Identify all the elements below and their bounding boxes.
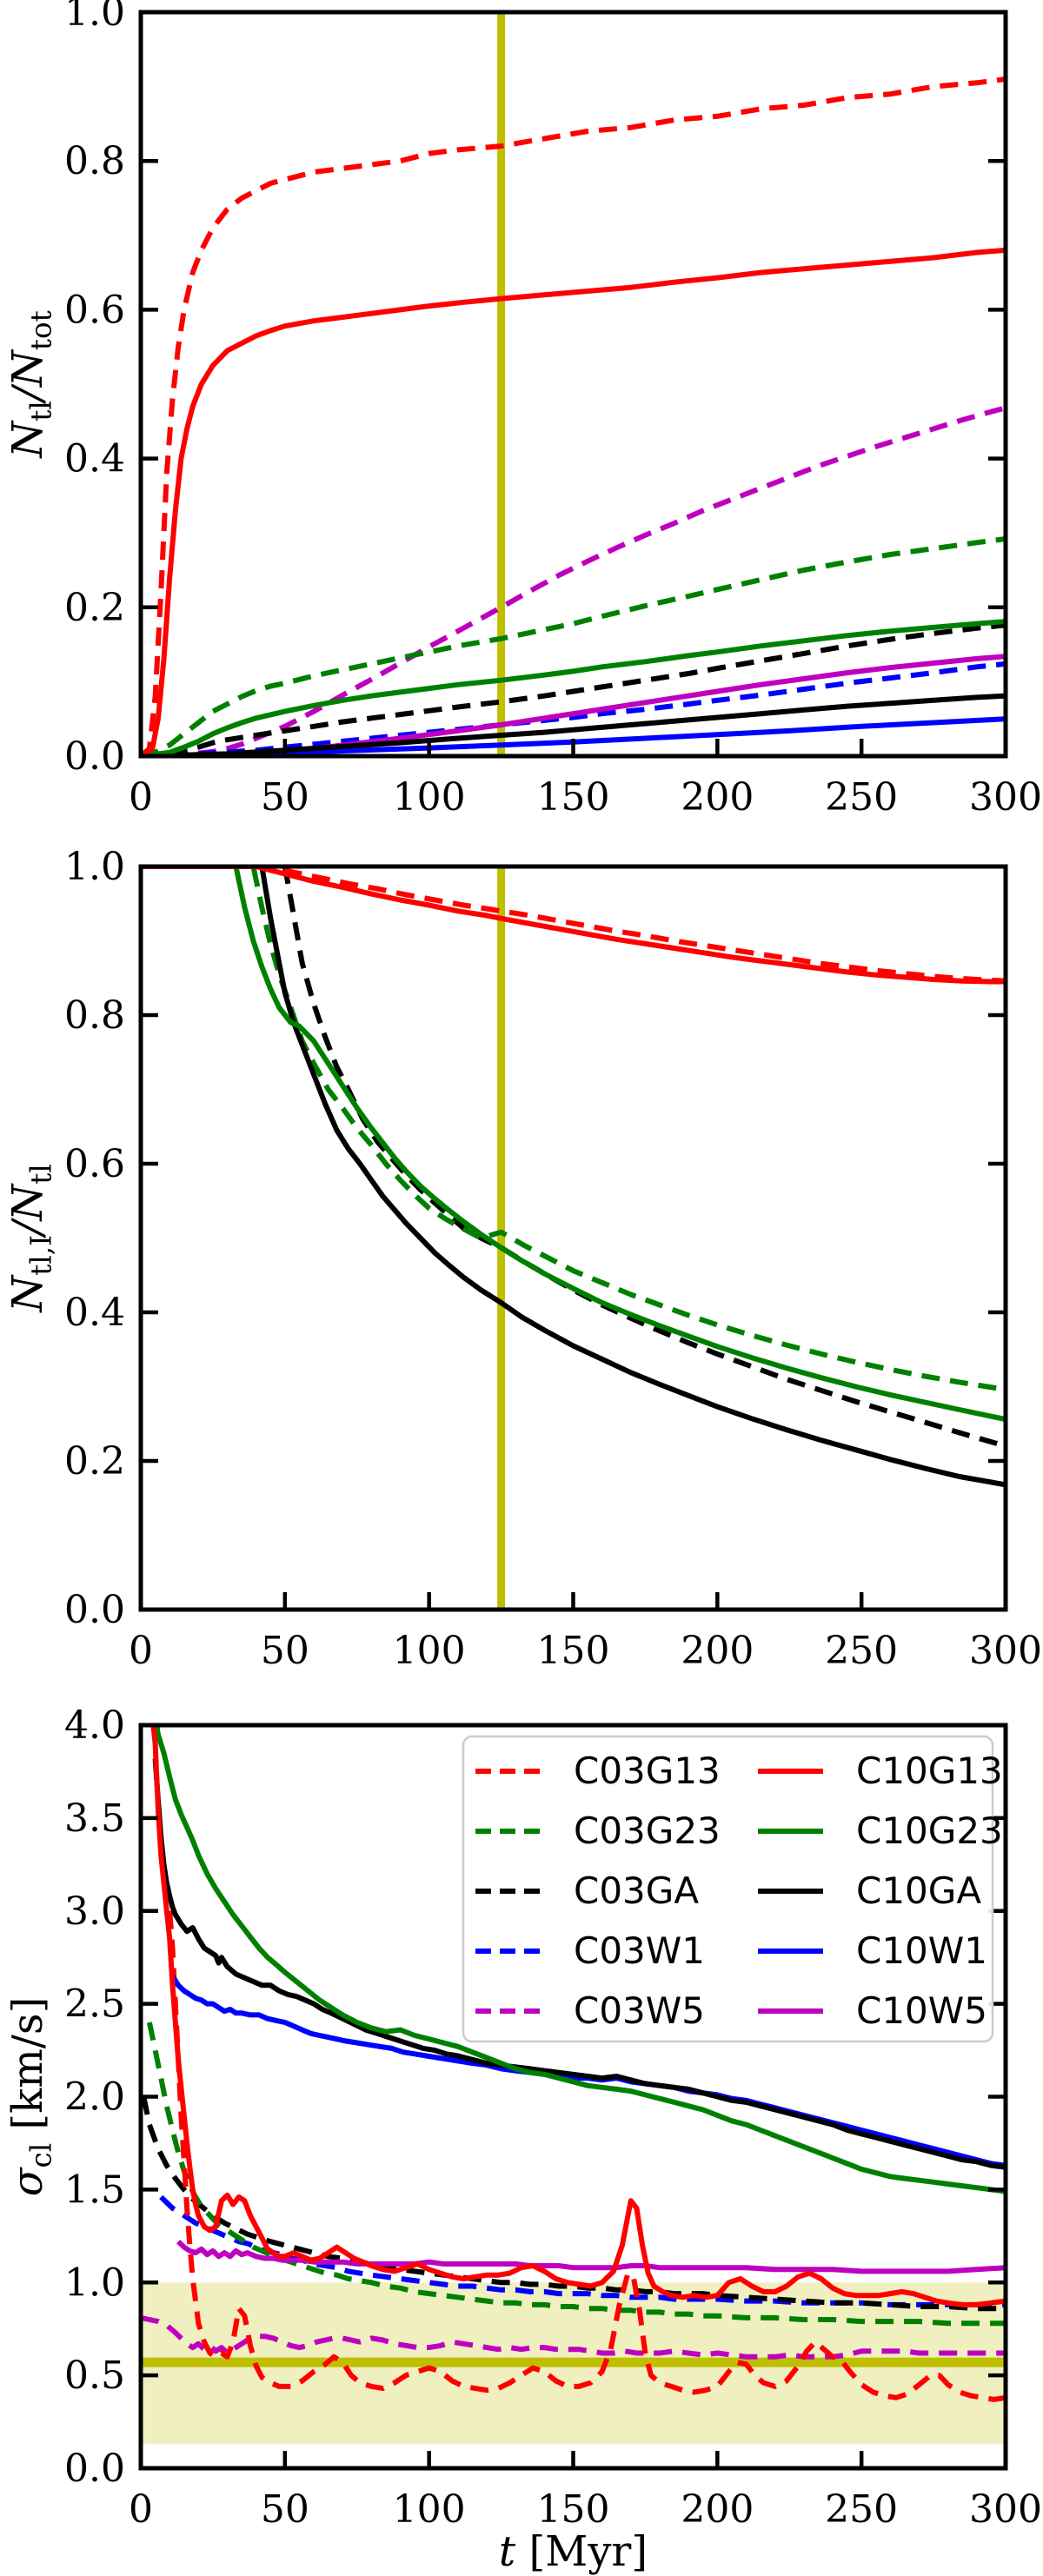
legend-label-C03G23: C03G23	[574, 1809, 721, 1852]
x-tick-label: 100	[393, 775, 466, 820]
x-tick-label: 200	[681, 2487, 754, 2532]
y-tick-label: 3.0	[64, 1889, 125, 1934]
x-tick-label: 0	[129, 775, 153, 820]
x-tick-label: 50	[261, 775, 309, 820]
legend-label-C03GA: C03GA	[574, 1869, 699, 1912]
y-tick-label: 0.2	[64, 1439, 125, 1484]
series-C10GA-solid	[141, 866, 1006, 1488]
y-tick-label: 0.5	[64, 2354, 125, 2398]
y-tick-label: 0.6	[64, 288, 125, 332]
x-tick-label: 250	[825, 775, 898, 820]
series-C03G23-dashed	[141, 866, 1006, 1392]
x-tick-label: 150	[537, 1629, 610, 1673]
y-tick-label: 0.2	[64, 586, 125, 630]
legend-label-C10W5: C10W5	[856, 1989, 987, 2032]
legend-label-C03W5: C03W5	[574, 1989, 705, 2032]
x-tick-label: 150	[537, 2487, 610, 2532]
legend-box	[462, 1735, 994, 2043]
y-tick-label: 0.0	[64, 734, 125, 779]
legend-label-C10GA: C10GA	[856, 1869, 981, 1912]
x-tick-label: 250	[825, 2487, 898, 2532]
x-tick-label: 300	[969, 775, 1042, 820]
x-tick-label: 200	[681, 775, 754, 820]
y-tick-label: 0.8	[64, 139, 125, 183]
panel-2: 0 50 100 150 200 250 300 0.0 0.2 0.4 0.6 0.8 1.0 Ntl,…	[3, 845, 1042, 1673]
y-axis-label: Ntl,I/Ntl	[3, 1164, 58, 1313]
legend-label-C10G13: C10G13	[856, 1749, 1003, 1792]
x-tick-label: 0	[129, 1629, 153, 1673]
x-tick-label: 300	[969, 1629, 1042, 1673]
y-tick-label: 2.0	[64, 2075, 125, 2120]
series-C03W5-dashed	[141, 2314, 1006, 2360]
y-axis-label: Ntl/Ntot	[3, 310, 58, 459]
y-tick-label: 0.0	[64, 2447, 125, 2491]
series-C03G13-dashed	[141, 866, 1006, 984]
x-tick-label: 150	[537, 775, 610, 820]
series-C10G23-solid	[154, 1725, 1006, 2194]
series-C03G13-dashed	[167, 1910, 1006, 2402]
y-tick-label: 0.6	[64, 1142, 125, 1186]
series-C03W1-dashed	[159, 2194, 1006, 2307]
x-tick-label: 250	[825, 1629, 898, 1673]
series-C03GA-dashed	[141, 622, 1006, 756]
series-C10G13-solid	[141, 866, 1006, 985]
series-C03G23-dashed	[146, 2022, 1006, 2327]
series-C10G23-solid	[141, 866, 1006, 1423]
y-tick-label: 1.5	[64, 2168, 125, 2212]
series-C03G23-dashed	[141, 536, 1006, 756]
legend: C03G13 C03G23 C03GA C03W1 C03W5 C10G13 C10G23 C…	[462, 1735, 1003, 2043]
legend-label-C03W1: C03W1	[574, 1929, 705, 1972]
y-tick-label: 1.0	[64, 845, 125, 889]
y-tick-label: 0.0	[64, 1588, 125, 1632]
y-tick-label: 1.0	[64, 2261, 125, 2305]
y-tick-label: 0.4	[64, 1291, 125, 1335]
y-tick-label: 3.5	[64, 1796, 125, 1841]
legend-label-C10W1: C10W1	[856, 1929, 987, 1972]
x-axis-label: t [Myr]	[499, 2527, 648, 2576]
y-tick-label: 1.0	[64, 0, 125, 35]
series-C10W1-solid	[141, 716, 1006, 756]
legend-label-C03G13: C03G13	[574, 1749, 721, 1792]
x-tick-label: 50	[261, 2487, 309, 2532]
series-C10G23-solid	[141, 619, 1006, 756]
y-tick-label: 2.5	[64, 1982, 125, 2027]
x-tick-label: 200	[681, 1629, 754, 1673]
y-tick-label: 4.0	[64, 1703, 125, 1748]
panel-3-plot-area	[141, 1725, 1006, 2445]
series-C10G13-solid	[150, 1725, 1006, 2307]
x-tick-label: 100	[393, 2487, 466, 2532]
panel-2-plot-area	[141, 866, 1006, 1610]
series-C10GA-solid	[152, 1758, 1006, 2170]
legend-label-C10G23: C10G23	[856, 1809, 1003, 1852]
series-C10GA-solid	[141, 693, 1006, 756]
x-tick-label: 100	[393, 1629, 466, 1673]
panel-1: 0 50 100 150 200 250 300 0.0 0.2 0.4 0.6 0.8 1.0 Ntl/…	[3, 0, 1042, 820]
series-C03G13-dashed	[141, 76, 1006, 756]
x-tick-label: 300	[969, 2487, 1042, 2532]
y-tick-label: 0.4	[64, 437, 125, 481]
panel-3: 0 50 100 150 200 250 300 0.0 0.5 1.0 1.5 2.0 2.5 3.0 3…	[3, 1703, 1042, 2576]
series-C03GA-dashed	[141, 2095, 1006, 2312]
x-tick-label: 0	[129, 2487, 153, 2532]
y-axis-label: σcl [km/s]	[3, 1997, 58, 2197]
axes-frame	[138, 10, 1008, 759]
panel-1-plot-area	[141, 12, 1006, 756]
y-tick-label: 0.8	[64, 993, 125, 1038]
series-C10W5-solid	[176, 2240, 1006, 2274]
x-tick-label: 50	[261, 1629, 309, 1673]
axes-frame	[138, 864, 1008, 1612]
series-C10G13-solid	[141, 247, 1006, 756]
series-C03W1-dashed	[141, 661, 1006, 756]
